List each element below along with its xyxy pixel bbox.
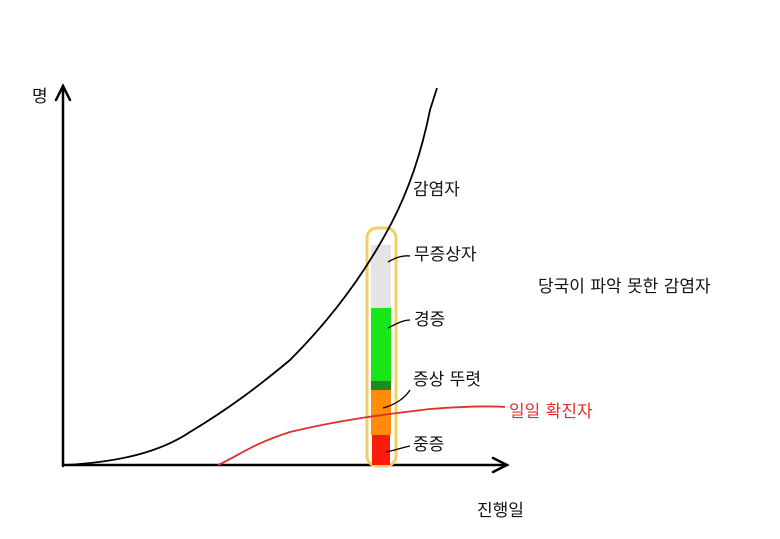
band-transition (371, 381, 391, 390)
x-axis-label: 진행일 (477, 501, 524, 521)
band-label: 증상 뚜렷 (413, 370, 481, 390)
band-mild (371, 308, 391, 388)
band-label: 중증 (413, 435, 444, 455)
band (365, 226, 398, 468)
infected-curve (64, 87, 438, 466)
band-label: 경증 (414, 310, 445, 330)
curve-label: 감염자 (413, 180, 460, 200)
pointer (382, 389, 411, 409)
y-arrow (54, 83, 72, 102)
pointer (385, 445, 411, 453)
x-arrow (491, 456, 510, 474)
y-axis-label: 명 (32, 87, 48, 107)
band-severe (372, 435, 390, 465)
curve-label: 일일 확진자 (509, 402, 593, 422)
pointer (387, 319, 411, 329)
band-asymptomatic (371, 245, 391, 308)
band-label: 무증상자 (414, 245, 477, 265)
band-outline (365, 226, 398, 468)
band-symptomatic (371, 390, 391, 435)
pointer (387, 255, 411, 263)
axes (54, 83, 510, 474)
confirmed-curve (217, 405, 506, 466)
pointers (382, 255, 411, 453)
note: 당국이 파악 못한 감염자 (538, 277, 711, 297)
